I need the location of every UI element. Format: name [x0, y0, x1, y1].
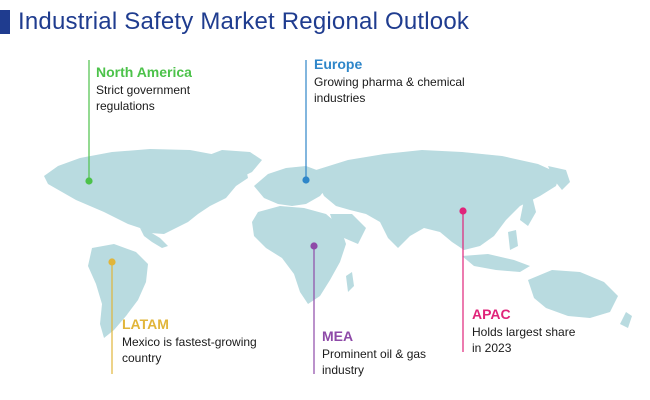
description-line: Prominent oil & gas	[322, 347, 427, 361]
new-zealand-landmass	[620, 312, 632, 328]
philippines-landmass	[508, 230, 518, 250]
mea-marker	[310, 242, 318, 374]
central-america-landmass	[140, 228, 168, 248]
region-name: APAC	[472, 306, 511, 322]
callout-mea: MEA Prominent oil & gas industry	[322, 328, 426, 378]
title-accent-bar	[0, 10, 10, 34]
arabia-landmass	[330, 214, 366, 244]
latam-marker	[108, 258, 116, 374]
region-description: Mexico is fastest-growing country	[122, 334, 257, 366]
europe-marker	[302, 60, 310, 184]
north-america-marker	[85, 60, 93, 185]
description-line: Mexico is fastest-growing	[122, 335, 257, 349]
europe-landmass	[254, 166, 328, 206]
description-line: Holds largest share	[472, 325, 576, 339]
callout-europe: Europe Growing pharma & chemical industr…	[314, 56, 465, 106]
description-line: in 2023	[472, 341, 512, 355]
region-description: Holds largest share in 2023	[472, 324, 575, 356]
region-name: LATAM	[122, 316, 169, 332]
africa-landmass	[252, 206, 346, 304]
greenland-landmass	[196, 150, 262, 182]
region-description: Prominent oil & gas industry	[322, 346, 426, 378]
continents	[44, 149, 632, 338]
callout-north-america: North America Strict government regulati…	[96, 64, 192, 114]
description-line: Strict government	[96, 83, 191, 97]
page-title: Industrial Safety Market Regional Outloo…	[18, 8, 470, 35]
madagascar-landmass	[346, 272, 354, 292]
north-america-landmass	[44, 149, 248, 234]
description-line: industry	[322, 363, 365, 377]
description-line: regulations	[96, 99, 155, 113]
region-name: North America	[96, 64, 192, 80]
indonesia-landmass	[462, 254, 530, 272]
kamchatka-landmass	[548, 166, 570, 190]
region-description: Strict government regulations	[96, 82, 192, 114]
region-description: Growing pharma & chemical industries	[314, 74, 465, 106]
south-america-landmass	[88, 244, 148, 338]
title-bar: Industrial Safety Market Regional Outloo…	[0, 8, 470, 35]
description-line: industries	[314, 91, 366, 105]
japan-landmass	[520, 196, 536, 226]
australia-landmass	[528, 270, 618, 318]
region-name: MEA	[322, 328, 354, 344]
description-line: Growing pharma & chemical	[314, 75, 465, 89]
callout-apac: APAC Holds largest share in 2023	[472, 306, 575, 356]
region-name: Europe	[314, 56, 363, 72]
callout-latam: LATAM Mexico is fastest-growing country	[122, 316, 257, 366]
description-line: country	[122, 351, 162, 365]
apac-marker	[459, 207, 467, 352]
asia-landmass	[316, 150, 560, 250]
